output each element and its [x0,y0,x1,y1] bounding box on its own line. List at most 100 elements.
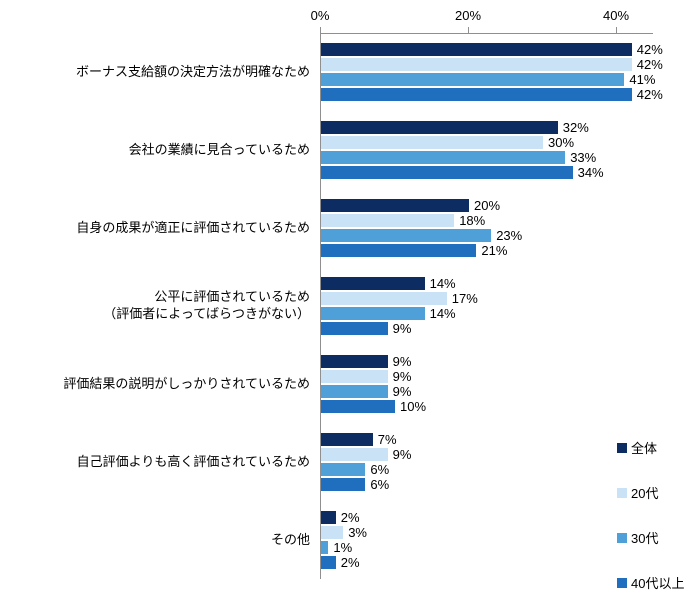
bar-group: 2% 3% 1% 2% [321,510,367,570]
legend-swatch [617,577,627,588]
x-tick-label: 40% [602,8,630,23]
value-label: 1% [333,540,353,555]
value-label: 20% [474,198,501,213]
chart-row: その他 2% 3% 1% 2% [0,501,700,579]
value-label: 21% [481,243,508,258]
bar-line: 18% [321,213,522,228]
bar-line: 21% [321,243,522,258]
value-label: 9% [392,354,412,369]
bar-series-1 [321,370,388,383]
bar-series-0 [321,43,632,56]
bar-line: 7% [321,432,411,447]
plot-area: ボーナス支給額の決定方法が明確なため 42% 42% 41% 42% 会社の業績に見合って… [0,33,700,579]
bar-line: 33% [321,150,604,165]
bar-series-1 [321,136,543,149]
bar-series-0 [321,121,558,134]
legend-label: 20代 [631,486,659,501]
bar-line: 42% [321,42,663,57]
bar-group: 42% 42% 41% 42% [321,42,663,102]
bar-line: 42% [321,87,663,102]
category-label: ボーナス支給額の決定方法が明確なため [75,63,310,79]
value-label: 32% [562,120,589,135]
bar-line: 9% [321,321,478,336]
bar-line: 32% [321,120,604,135]
value-label: 6% [370,477,390,492]
legend-swatch [617,532,627,543]
value-label: 10% [400,399,427,414]
chart-row: 自己評価よりも高く評価されているため 7% 9% 6% 6% [0,423,700,501]
value-label: 17% [451,291,478,306]
bar-series-3 [321,88,632,101]
chart-row: 評価結果の説明がしっかりされているため 9% 9% 9% 10% [0,345,700,423]
bar-series-0 [321,511,336,524]
legend-label: 全体 [631,441,658,456]
bar-series-2 [321,307,425,320]
value-label: 30% [548,135,575,150]
bar-series-3 [321,556,336,569]
bar-group: 32% 30% 33% 34% [321,120,604,180]
value-label: 2% [340,555,360,570]
legend: 全体 20代 30代 40代以上 [617,438,684,592]
bar-series-0 [321,355,388,368]
legend-label: 30代 [631,531,659,546]
value-label: 9% [392,369,412,384]
value-label: 34% [577,165,604,180]
chart-row: ボーナス支給額の決定方法が明確なため 42% 42% 41% 42% [0,33,700,111]
value-label: 7% [377,432,397,447]
bar-group: 7% 9% 6% 6% [321,432,412,492]
bar-line: 30% [321,135,604,150]
bar-group: 20% 18% 23% 21% [321,198,522,258]
legend-swatch [617,487,627,498]
bar-series-2 [321,73,625,86]
bar-series-3 [321,244,477,257]
bar-line: 9% [321,447,412,462]
bar-series-3 [321,166,573,179]
bar-line: 41% [321,72,663,87]
value-label: 9% [392,447,412,462]
x-tick-mark [468,27,469,33]
bar-series-2 [321,541,329,554]
bar-line: 34% [321,165,604,180]
category-label: 自身の成果が適正に評価されているため [76,219,310,235]
bar-series-1 [321,292,447,305]
x-tick-label: 20% [454,8,482,23]
value-label: 2% [340,510,360,525]
bar-line: 9% [321,384,426,399]
bar-group: 9% 9% 9% 10% [321,354,427,414]
bar-series-2 [321,151,566,164]
bar-line: 10% [321,399,427,414]
legend-item: 20代 [617,483,684,502]
bar-line: 14% [321,306,478,321]
bar-series-0 [321,433,373,446]
bar-series-1 [321,448,388,461]
bar-line: 2% [321,555,367,570]
category-label: その他 [270,531,310,547]
category-label: 自己評価よりも高く評価されているため [76,453,310,469]
chart-row: 会社の業績に見合っているため 32% 30% 33% 34% [0,111,700,189]
bar-series-1 [321,58,632,71]
bar-line: 3% [321,525,367,540]
bar-series-3 [321,478,366,491]
bar-series-2 [321,463,366,476]
value-label: 3% [348,525,367,540]
value-label: 42% [636,57,663,72]
bar-series-2 [321,229,492,242]
bar-series-1 [321,214,455,227]
bar-series-3 [321,322,388,335]
chart-row: 公平に評価されているため （評価者によってばらつきがない） 14% 17% 14% 9% [0,267,700,345]
category-axis-line [320,33,321,579]
bar-series-3 [321,400,395,413]
value-label: 9% [392,321,412,336]
chart-row: 自身の成果が適正に評価されているため 20% 18% 23% 21% [0,189,700,267]
bar-line: 9% [321,369,426,384]
bar-series-0 [321,199,469,212]
value-label: 6% [370,462,390,477]
value-label: 14% [429,306,456,321]
bar-line: 6% [321,477,411,492]
bar-line: 6% [321,462,411,477]
x-tick-label: 0% [310,8,330,23]
bar-line: 9% [321,354,426,369]
legend-item: 40代以上 [617,573,684,592]
bar-line: 2% [321,510,367,525]
